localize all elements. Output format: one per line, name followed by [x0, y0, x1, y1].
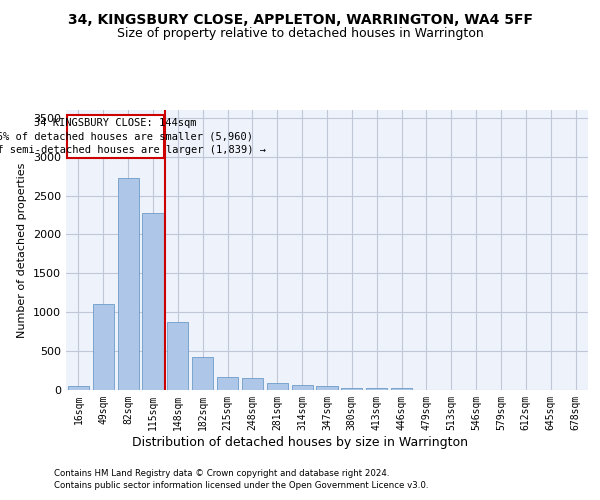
Bar: [142, 212, 164, 390]
Bar: [292, 386, 313, 390]
Bar: [366, 388, 387, 390]
Text: 23% of semi-detached houses are larger (1,839) →: 23% of semi-detached houses are larger (…: [0, 144, 266, 154]
Bar: [118, 178, 139, 390]
Bar: [68, 386, 89, 390]
Y-axis label: Number of detached properties: Number of detached properties: [17, 162, 28, 338]
Bar: [267, 383, 288, 390]
Bar: [167, 322, 188, 390]
Bar: [93, 304, 114, 390]
Bar: [316, 386, 338, 390]
Bar: [242, 378, 263, 390]
Text: Contains HM Land Registry data © Crown copyright and database right 2024.: Contains HM Land Registry data © Crown c…: [54, 468, 389, 477]
Text: Size of property relative to detached houses in Warrington: Size of property relative to detached ho…: [116, 28, 484, 40]
Text: ← 76% of detached houses are smaller (5,960): ← 76% of detached houses are smaller (5,…: [0, 131, 253, 141]
Text: Distribution of detached houses by size in Warrington: Distribution of detached houses by size …: [132, 436, 468, 449]
Bar: [217, 377, 238, 390]
Text: 34, KINGSBURY CLOSE, APPLETON, WARRINGTON, WA4 5FF: 34, KINGSBURY CLOSE, APPLETON, WARRINGTO…: [67, 12, 533, 26]
Text: Contains public sector information licensed under the Open Government Licence v3: Contains public sector information licen…: [54, 481, 428, 490]
Bar: [341, 388, 362, 390]
Bar: [67, 116, 164, 158]
Bar: [192, 358, 213, 390]
Bar: [391, 388, 412, 390]
Text: 34 KINGSBURY CLOSE: 144sqm: 34 KINGSBURY CLOSE: 144sqm: [34, 118, 197, 128]
